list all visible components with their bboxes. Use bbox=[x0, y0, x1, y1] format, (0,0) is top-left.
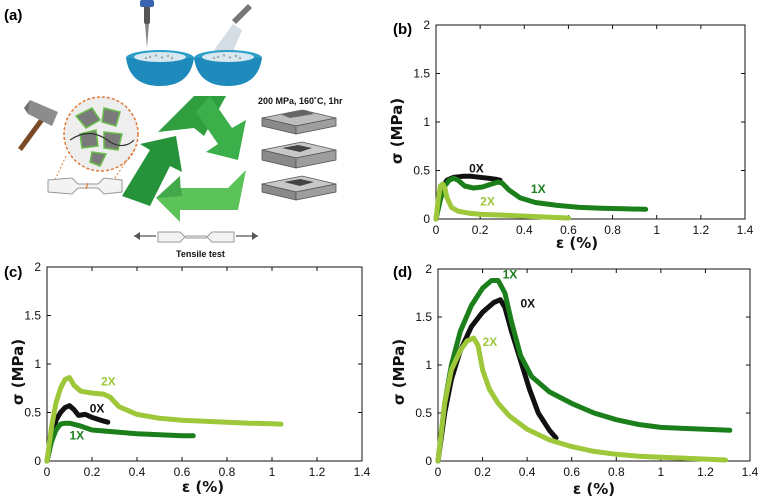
chart-b-xtick-label: 1 bbox=[653, 223, 660, 237]
chart-c-xtick-label: 1 bbox=[269, 465, 276, 479]
chart-c-ytick-label: 2 bbox=[34, 260, 41, 274]
chart-c-ytick-label: 0.5 bbox=[24, 406, 41, 420]
chart-b-marks: 0 0.2 0.4 0.6 0.8 1 1.2 1.4 0 0.5 1 1.5 2 0X 1X 2X bbox=[413, 18, 753, 237]
chart-d-series-0X bbox=[435, 297, 559, 464]
chart-d-ytick-label: 1.5 bbox=[415, 310, 432, 324]
chart-d-ytick-label: 1 bbox=[425, 358, 432, 372]
panel-a-label: (a) bbox=[4, 7, 22, 24]
chart-b-ytick-label: 0.5 bbox=[413, 164, 430, 178]
chart-b-ytick-label: 1.5 bbox=[413, 67, 430, 81]
chart-c-ytick-label: 1.5 bbox=[24, 309, 41, 323]
bowl-particles-1 bbox=[144, 54, 174, 60]
chart-b-label-0X: 0X bbox=[469, 161, 484, 175]
chart-c-ytick-label: 1 bbox=[34, 357, 41, 371]
chart-d-xlabel: ε (%) bbox=[573, 480, 615, 498]
chart-c-xtick-label: 0.6 bbox=[174, 465, 191, 479]
chart-c-xtick-label: 1.2 bbox=[309, 465, 326, 479]
chart-b-xtick-label: 0.4 bbox=[516, 223, 533, 237]
chart-c-xlabel: ε (%) bbox=[182, 478, 224, 496]
panel-b-label: (b) bbox=[393, 21, 412, 38]
chart-d-xtick-label: 0.8 bbox=[608, 465, 625, 479]
chart-c-series-1X bbox=[44, 420, 196, 464]
chart-b-xtick-label: 0.2 bbox=[472, 223, 489, 237]
chart-d-xtick-label: 0.4 bbox=[519, 465, 536, 479]
chart-b-label-2X: 2X bbox=[480, 194, 495, 208]
broken-specimen bbox=[47, 177, 123, 195]
recycle-arrows-icon bbox=[122, 96, 246, 222]
tensile-test-label: Tensile test bbox=[176, 249, 225, 259]
hammer-icon bbox=[18, 100, 58, 151]
chart-panel-b: (b) 0 0.2 0.4 0.6 0.8 1 1.2 1.400.511.520X1X2X … bbox=[388, 18, 754, 252]
chart-d-label-1X: 1X bbox=[503, 268, 518, 282]
chart-d-ytick-label: 0.5 bbox=[415, 406, 432, 420]
chart-b-xtick-label: 1.2 bbox=[693, 223, 710, 237]
panel-c-label: (c) bbox=[4, 264, 22, 281]
chart-b-xtick-label: 0.8 bbox=[604, 223, 621, 237]
chart-d-ytick-label: 0 bbox=[425, 454, 432, 468]
crack-magnifier bbox=[53, 96, 139, 183]
chart-c-ytick-label: 0 bbox=[34, 454, 41, 468]
chart-d-label-2X: 2X bbox=[483, 335, 498, 349]
chart-c-label-1X: 1X bbox=[70, 429, 85, 443]
chart-c-series-2X bbox=[44, 375, 284, 464]
chart-b-xlabel: ε (%) bbox=[556, 234, 598, 252]
chart-b-xtick-label: 1.4 bbox=[737, 223, 754, 237]
chart-c-xtick-label: 1.4 bbox=[354, 465, 371, 479]
chart-c-xtick-label: 0.8 bbox=[219, 465, 236, 479]
chart-d-xtick-label: 1.2 bbox=[697, 465, 714, 479]
chart-c-xtick-label: 0.4 bbox=[129, 465, 146, 479]
chart-d-xtick-label: 0.6 bbox=[563, 465, 580, 479]
chart-c-xtick-label: 0 bbox=[44, 465, 51, 479]
chart-d-xtick-label: 0.2 bbox=[474, 465, 491, 479]
chart-c-marks: 0 0.2 0.4 0.6 0.8 1 1.2 1.4 0 0.5 1 1.5 2 2X 0X 1X bbox=[24, 260, 370, 479]
chart-d-ytick-label: 2 bbox=[425, 262, 432, 276]
bowl-particles-2 bbox=[212, 54, 242, 60]
chart-b-label-1X: 1X bbox=[531, 182, 546, 196]
chart-d-xtick-label: 1.4 bbox=[742, 465, 759, 479]
bowl-pipette bbox=[126, 0, 194, 86]
chart-c-xtick-label: 0.2 bbox=[84, 465, 101, 479]
recycling-schematic: (a) bbox=[4, 0, 343, 259]
press-mold-icon bbox=[261, 109, 337, 201]
chart-c-label-2X: 2X bbox=[101, 374, 116, 388]
chart-b-xtick-label: 0 bbox=[433, 223, 440, 237]
chart-b-ytick-label: 2 bbox=[423, 18, 430, 32]
chart-c-ylabel: σ (MPa) bbox=[9, 339, 27, 405]
chart-d-label-0X: 0X bbox=[520, 296, 535, 310]
chart-b-xtick-label: 0.6 bbox=[560, 223, 577, 237]
chart-c-series-0X bbox=[44, 403, 111, 464]
chart-panel-d: (d) 0 0.2 0.4 0.6 0.8 1 1.2 1.400.511.52 1X0X2X … bbox=[390, 262, 759, 498]
chart-d-xtick-label: 0 bbox=[435, 465, 442, 479]
chart-c-label-0X: 0X bbox=[90, 402, 105, 416]
chart-b-frame bbox=[435, 24, 746, 220]
chart-d-frame bbox=[437, 268, 751, 462]
chart-panel-c: (c) 0 0.2 0.4 0.6 0.8 1 1.2 1.400.511.522X0X1X … bbox=[4, 260, 371, 496]
chart-b-series-2X bbox=[433, 181, 571, 222]
chart-d-xtick-label: 1 bbox=[658, 465, 665, 479]
chart-b-ytick-label: 0 bbox=[423, 212, 430, 226]
bowl-spray bbox=[194, 4, 262, 86]
tensile-test-icon bbox=[134, 231, 258, 243]
chart-b-ytick-label: 1 bbox=[423, 115, 430, 129]
press-conditions-label: 200 MPa, 160˚C, 1hr bbox=[258, 96, 343, 106]
chart-d-ylabel: σ (MPa) bbox=[390, 339, 408, 405]
chart-b-ylabel: σ (MPa) bbox=[388, 98, 406, 164]
chart-b-series-1X bbox=[433, 175, 649, 222]
panel-d-label: (d) bbox=[393, 264, 412, 281]
chart-d-series-1X bbox=[435, 278, 733, 464]
chart-d-series-2X bbox=[435, 335, 728, 464]
